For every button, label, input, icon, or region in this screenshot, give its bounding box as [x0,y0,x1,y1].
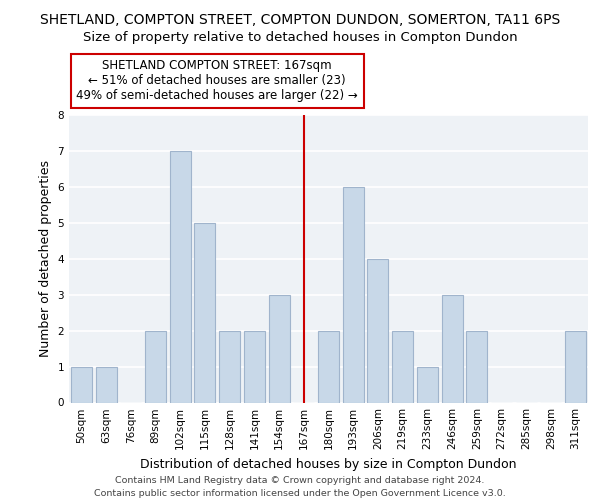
Bar [367,259,388,402]
Bar [194,223,215,402]
Bar [170,151,191,403]
Bar [95,366,116,402]
Text: SHETLAND COMPTON STREET: 167sqm
← 51% of detached houses are smaller (23)
49% of: SHETLAND COMPTON STREET: 167sqm ← 51% of… [76,60,358,102]
Bar [145,330,166,402]
Text: Contains public sector information licensed under the Open Government Licence v3: Contains public sector information licen… [94,489,506,498]
Bar [318,330,339,402]
Bar [71,366,92,402]
Text: Contains HM Land Registry data © Crown copyright and database right 2024.: Contains HM Land Registry data © Crown c… [115,476,485,485]
Bar [442,294,463,403]
Bar [417,366,438,402]
Bar [565,330,586,402]
Y-axis label: Number of detached properties: Number of detached properties [39,160,52,357]
Bar [219,330,240,402]
Bar [244,330,265,402]
Bar [343,187,364,402]
Bar [466,330,487,402]
Text: Size of property relative to detached houses in Compton Dundon: Size of property relative to detached ho… [83,31,517,44]
Text: SHETLAND, COMPTON STREET, COMPTON DUNDON, SOMERTON, TA11 6PS: SHETLAND, COMPTON STREET, COMPTON DUNDON… [40,12,560,26]
Bar [392,330,413,402]
X-axis label: Distribution of detached houses by size in Compton Dundon: Distribution of detached houses by size … [140,458,517,471]
Bar [269,294,290,403]
